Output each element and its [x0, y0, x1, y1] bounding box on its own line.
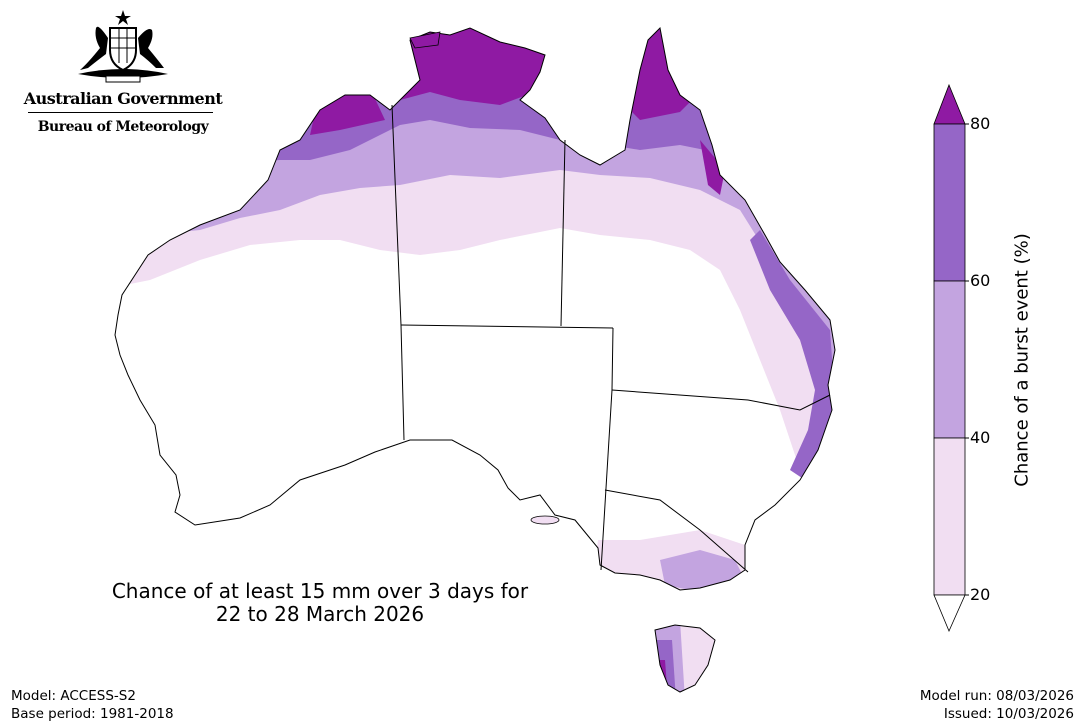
map-title-line2: 22 to 28 March 2026	[215, 602, 425, 626]
colorbar-tick-80: 80	[970, 114, 991, 133]
coat-of-arms-icon	[78, 10, 168, 83]
colorbar-min-arrow	[933, 594, 966, 633]
bom-logo: Australian Government Bureau of Meteorol…	[18, 8, 228, 143]
state-borders	[391, 104, 831, 573]
map-title: Chance of at least 15 mm over 3 days for…	[80, 580, 560, 626]
colorbar-tick-60: 60	[970, 271, 991, 290]
colorbar-band-60-80	[933, 123, 966, 282]
model-name: Model: ACCESS-S2	[11, 688, 136, 704]
colorbar-tick-40: 40	[970, 428, 991, 447]
map-title-line1: Chance of at least 15 mm over 3 days for	[111, 579, 529, 603]
colorbar-band-40-60	[933, 280, 966, 439]
model-run-date: Model run: 08/03/2026	[919, 688, 1074, 704]
agency-name: Bureau of Meteorology	[37, 119, 209, 135]
footer-right: Model run: 08/03/2026 Issued: 10/03/2026	[920, 687, 1074, 723]
colorbar-tick-20: 20	[970, 585, 991, 604]
colorbar-label: Chance of a burst event (%)	[1011, 233, 1033, 487]
logo-divider	[28, 112, 213, 113]
colorbar-max-arrow	[933, 83, 966, 125]
issued-date: Issued: 10/03/2026	[943, 706, 1074, 722]
base-period: Base period: 1981-2018	[11, 706, 174, 722]
government-name: Australian Government	[23, 89, 223, 108]
colorbar-band-20-40	[933, 437, 966, 596]
footer-left: Model: ACCESS-S2 Base period: 1981-2018	[11, 687, 174, 723]
